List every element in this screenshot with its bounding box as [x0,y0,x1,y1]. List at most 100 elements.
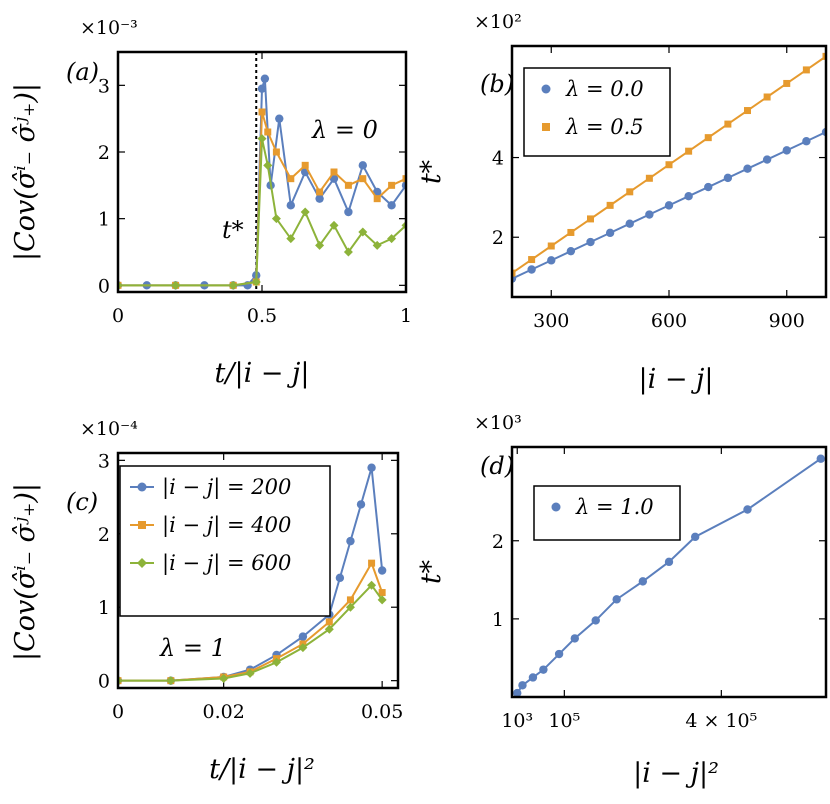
panel-b-data-point [762,155,772,164]
panel-a-ytick-label: 3 [98,75,110,97]
panel-b-data-point [606,201,614,209]
panel-b-data-point [685,147,693,155]
panel-a-data-point [344,207,353,217]
panel-a-data-point [286,234,296,244]
panel-c-ytick-label: 3 [98,450,110,472]
panel-c-frame [116,451,400,690]
panel-c-data-point [378,589,386,597]
panel-b-data-point [744,107,751,115]
panel-d-data-point [612,595,621,604]
panel-b-multiplier: ×10² [474,11,522,33]
legend-d-swatch [551,502,561,512]
panel-c-lambda-annotation: λ = 1 [159,634,226,662]
panel-b-data [512,52,826,283]
panel-b-data-point [684,192,693,201]
panel-a-data-point [275,114,284,123]
panel-b-data-point [547,242,555,250]
panel-c-data-point [346,596,354,604]
legend-d: λ = 1.0 [533,485,681,541]
panel-d-data-point [638,577,648,586]
panel-a-data-point [251,277,261,287]
legend-b: λ = 0.0 λ = 0.5 [523,67,671,157]
panel-a-ytick-label: 0 [98,275,110,297]
panel-b-data-point [587,215,594,223]
panel-c-xtick-label: 0.02 [203,701,245,723]
panel-d-multiplier: ×10³ [474,412,522,434]
legend-c-swatch [137,558,147,568]
panel-b-data-point [782,146,791,155]
panel-b-xtick-label: 300 [533,310,569,332]
panel-c-data-point [345,602,355,612]
panel-c-data-point [356,500,366,509]
panel-d-data-point [664,557,674,567]
legend-b-swatch [542,123,550,131]
panel-a-multiplier: ×10⁻³ [80,17,138,39]
panel-b-data-point [512,269,516,277]
panel-a-data-point [402,175,406,183]
legend-b-box [523,67,671,157]
panel-b-data-point [605,228,615,238]
panel-a-data-point [330,168,338,176]
panel-d-ytick-label: 2 [492,531,504,553]
panel-b-data-point [802,66,810,74]
panel-c-data-point [298,643,308,653]
panel-a-label: (a) [66,58,99,86]
panel-d-data-point [539,665,548,674]
panel-b-label: (b) [480,70,514,98]
panel-b-xtick-label: 900 [769,310,805,332]
panel-b-frame [510,44,828,299]
panel-a-data-point [316,188,324,196]
panel-a-xlabel: t/|i − j| [215,358,310,389]
panel-d-frame [510,445,828,699]
panel-d-data-point [518,681,527,690]
panel-c-data-point [298,632,308,641]
panel-d-xtick-label: 10⁵ [548,710,580,732]
panel-a-data-point [300,207,310,217]
panel-b-data-point [822,52,826,60]
panel-a-xtick-label: 1 [400,305,412,327]
legend-c-entry-label: |i − j| = 600 [162,551,291,576]
panel-c-data-point [271,657,281,667]
panel-b-data-point [645,210,654,219]
panel-a-data-point [287,175,295,183]
panel-a-data-point [358,161,367,170]
panel-c-data-point [368,559,376,567]
panel-c-data-point [367,463,376,472]
panel-c-data-point [367,580,377,590]
panel-a-data-point [315,194,324,203]
panel-a-data-point [344,181,352,189]
panel-d-data-point [743,505,752,514]
panel-a-data [118,52,406,292]
panel-a-data-point [343,247,353,257]
panel-a-data-point [387,234,397,244]
panel-b-ylabel: t* [416,159,447,184]
panel-c-data-point [377,595,387,605]
panel-c-label: (c) [66,488,98,516]
panel-c-series-line-2 [118,583,383,682]
panel-b-data-point [802,137,811,146]
panel-a-xtick-label: 0 [112,305,124,327]
panel-b-xtick-label: 600 [651,310,687,332]
panel-b-data-point [547,256,556,265]
panel-a-data-point [264,128,272,136]
panel-a-xtick-label: 0.5 [247,305,277,327]
panel-a-data-point [372,240,382,250]
panel-a-frame [116,50,408,294]
panel-b-data-point [665,161,673,169]
panel-b-data-point [626,188,634,196]
panel-b-data-point [625,219,634,228]
panel-c-data-point [245,668,255,678]
panel-c-data-point [324,624,334,634]
panel-b-data-point [645,174,653,182]
panel-d-data-point [816,454,825,463]
panel-c-ylabel: |Cov(σ̂ⁱ₋ σ̂ʲ₊)| [10,483,41,661]
panel-a-data-point [263,160,273,170]
legend-b-entry-label: λ = 0.0 [565,77,644,101]
legend-d-entry-label: λ = 1.0 [575,495,654,519]
panel-b-data-point [704,182,713,192]
panel-d-data-point [690,532,700,542]
panel-d-ytick-label: 1 [492,609,504,631]
panel-a-data-point [373,195,381,203]
legend-b-entry-label: λ = 0.5 [565,115,644,139]
